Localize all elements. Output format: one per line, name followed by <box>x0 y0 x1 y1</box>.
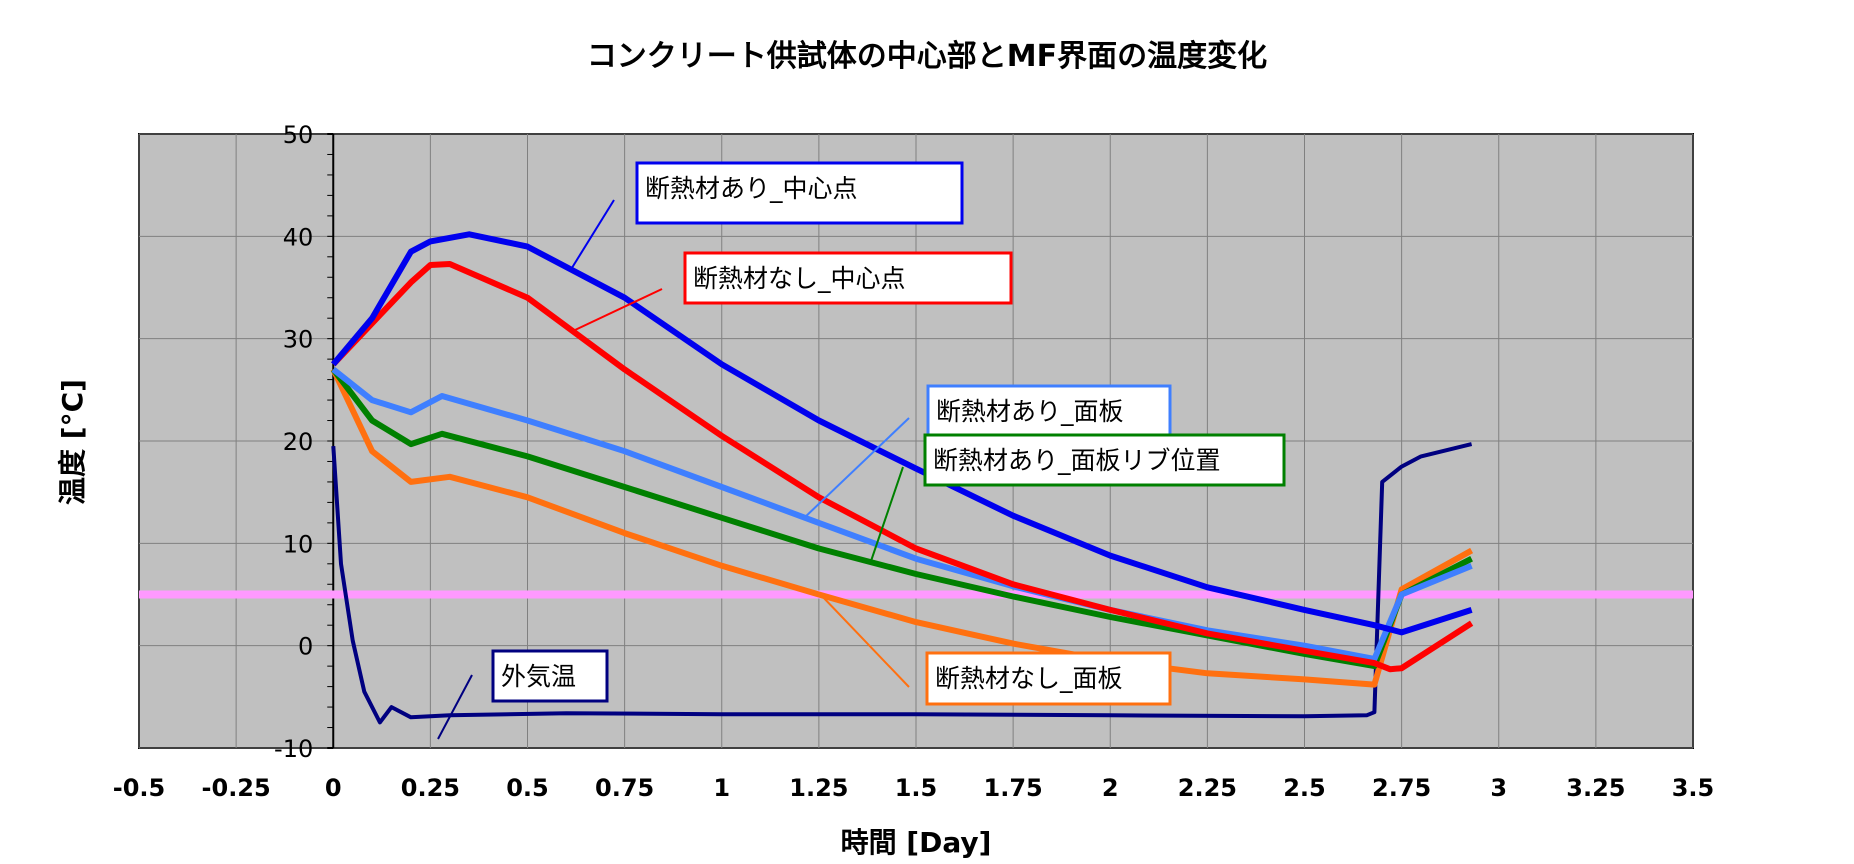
label-box <box>683 251 1013 305</box>
x-tick-label: 2.5 <box>1283 774 1326 802</box>
x-tick-label: 3.5 <box>1672 774 1715 802</box>
x-tick-label: 0.75 <box>595 774 654 802</box>
y-tick-label: 20 <box>283 428 314 456</box>
x-tick-label: 0.25 <box>401 774 460 802</box>
x-tick-label: -0.5 <box>113 774 165 802</box>
series-label: 断熱材あり_中心点 <box>645 174 858 203</box>
label-leader-line <box>437 674 473 740</box>
label-leader-line <box>819 593 910 688</box>
series-line-0 <box>331 231 1473 636</box>
x-tick-label: 2.25 <box>1178 774 1237 802</box>
y-axis-label: 温度 [°C] <box>56 379 89 505</box>
x-tick-label: 0 <box>325 774 342 802</box>
y-tick-label: 50 <box>283 121 314 149</box>
y-tick-label: -10 <box>274 735 313 763</box>
label-box <box>925 651 1172 706</box>
x-tick-label: 0.5 <box>506 774 549 802</box>
label-leader-line <box>802 417 910 520</box>
x-tick-label: 2.75 <box>1372 774 1431 802</box>
chart-title: コンクリート供試体の中心部とMF界面の温度変化 <box>587 39 1267 74</box>
series-labels: 断熱材あり_中心点断熱材なし_中心点断熱材あり_面板断熱材あり_面板リブ位置断熱… <box>437 161 1286 740</box>
series-line-5 <box>331 442 1473 725</box>
series-line-2 <box>331 367 1473 662</box>
x-tick-label: 1.75 <box>984 774 1043 802</box>
x-tick-label: 3 <box>1490 774 1507 802</box>
label-leader-line <box>869 466 904 565</box>
series-label: 断熱材なし_中心点 <box>693 264 906 293</box>
tick-labels: -0.5 -0.25 0 0.25 0.5 0.75 1 1.25 1.5 1.75 2 2.25 2.… <box>113 121 1715 802</box>
y-tick-label: 40 <box>283 223 314 251</box>
series-line-1 <box>331 261 1474 673</box>
label-leader-line <box>574 288 663 331</box>
x-tick-label: 1.25 <box>789 774 848 802</box>
label-box <box>491 649 609 703</box>
x-tick-label: 1.5 <box>895 774 938 802</box>
label-box <box>923 433 1286 487</box>
x-tick-label: 2 <box>1102 774 1119 802</box>
label-box <box>635 161 964 225</box>
series-line-3 <box>330 367 1473 670</box>
x-tick-label: 3.25 <box>1566 774 1625 802</box>
series-label: 外気温 <box>501 662 576 691</box>
x-tick-label: -0.25 <box>202 774 271 802</box>
series-label: 断熱材あり_面板リブ位置 <box>933 446 1221 475</box>
series-group <box>330 231 1474 725</box>
x-tick-label: 1 <box>713 774 730 802</box>
x-axis-label: 時間 [Day] <box>841 826 992 859</box>
y-tick-label: 0 <box>298 633 313 661</box>
label-leader-line <box>569 199 615 272</box>
series-line-4 <box>330 368 1474 688</box>
y-tick-label: 10 <box>283 530 314 558</box>
y-tick-label: 30 <box>283 326 314 354</box>
series-label: 断熱材なし_面板 <box>935 664 1123 693</box>
series-label: 断熱材あり_面板 <box>936 397 1124 426</box>
